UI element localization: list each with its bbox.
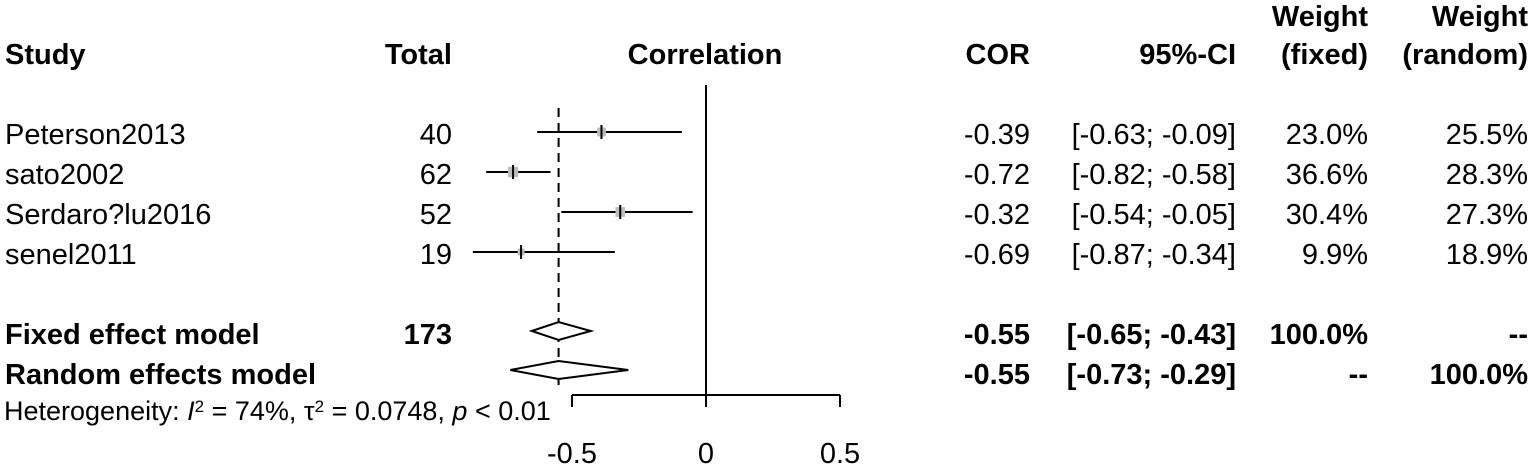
study-name: sato2002 [5, 159, 125, 191]
study-weight-random: 27.3% [1445, 199, 1528, 231]
study-weight-fixed: 36.6% [1285, 159, 1368, 191]
x-tick-label: 0 [698, 438, 714, 470]
study-cor: -0.69 [963, 239, 1030, 271]
random-weight-fixed: -- [1348, 359, 1368, 391]
study-cor: -0.32 [963, 199, 1030, 231]
fixed-diamond [528, 320, 595, 342]
study-weight-fixed: 23.0% [1285, 119, 1368, 151]
study-cor: -0.72 [963, 159, 1030, 191]
study-name: Serdaro?lu2016 [5, 199, 212, 231]
study-cor: -0.39 [963, 119, 1030, 151]
study-ci: [-0.63; -0.09] [1071, 119, 1236, 151]
study-total: 19 [419, 239, 452, 271]
fixed-label: Fixed effect model [5, 319, 260, 351]
x-tick-label: -0.5 [547, 438, 597, 470]
study-name: senel2011 [5, 239, 137, 271]
random-diamond [510, 359, 629, 381]
random-cor: -0.55 [963, 359, 1030, 391]
study-weight-random: 25.5% [1445, 119, 1528, 151]
study-ci: [-0.87; -0.34] [1071, 239, 1236, 271]
header-ci: 95%-CI [1139, 39, 1236, 71]
study-weight-fixed: 30.4% [1285, 199, 1368, 231]
heterogeneity-text: Heterogeneity: I2 = 74%, τ2 = 0.0748, p … [4, 396, 551, 426]
x-tick-label: 0.5 [820, 438, 860, 470]
header-study: Study [5, 39, 86, 71]
header-weight-random-bottom: (random) [1402, 39, 1528, 71]
study-name: Peterson2013 [5, 119, 186, 151]
fixed-weight-fixed: 100.0% [1269, 319, 1368, 351]
header-cor: COR [965, 39, 1030, 71]
random-weight-random: 100.0% [1429, 359, 1528, 391]
header-correlation: Correlation [627, 39, 783, 71]
fixed-ci: [-0.65; -0.43] [1066, 319, 1236, 351]
study-weight-fixed: 9.9% [1301, 239, 1368, 271]
header-weight-fixed-top: Weight [1271, 1, 1368, 33]
fixed-total: 173 [403, 319, 452, 351]
study-weight-random: 28.3% [1445, 159, 1528, 191]
random-label: Random effects model [5, 359, 316, 391]
header-total: Total [384, 39, 452, 71]
study-total: 62 [419, 159, 452, 191]
fixed-cor: -0.55 [963, 319, 1030, 351]
header-weight-fixed-bottom: (fixed) [1281, 39, 1368, 71]
study-weight-random: 18.9% [1445, 239, 1528, 271]
header-weight-random-top: Weight [1431, 1, 1528, 33]
study-ci: [-0.82; -0.58] [1071, 159, 1236, 191]
study-ci: [-0.54; -0.05] [1071, 199, 1236, 231]
study-total: 52 [419, 199, 452, 231]
study-total: 40 [419, 119, 452, 151]
random-ci: [-0.73; -0.29] [1066, 359, 1236, 391]
fixed-weight-random: -- [1508, 319, 1528, 351]
